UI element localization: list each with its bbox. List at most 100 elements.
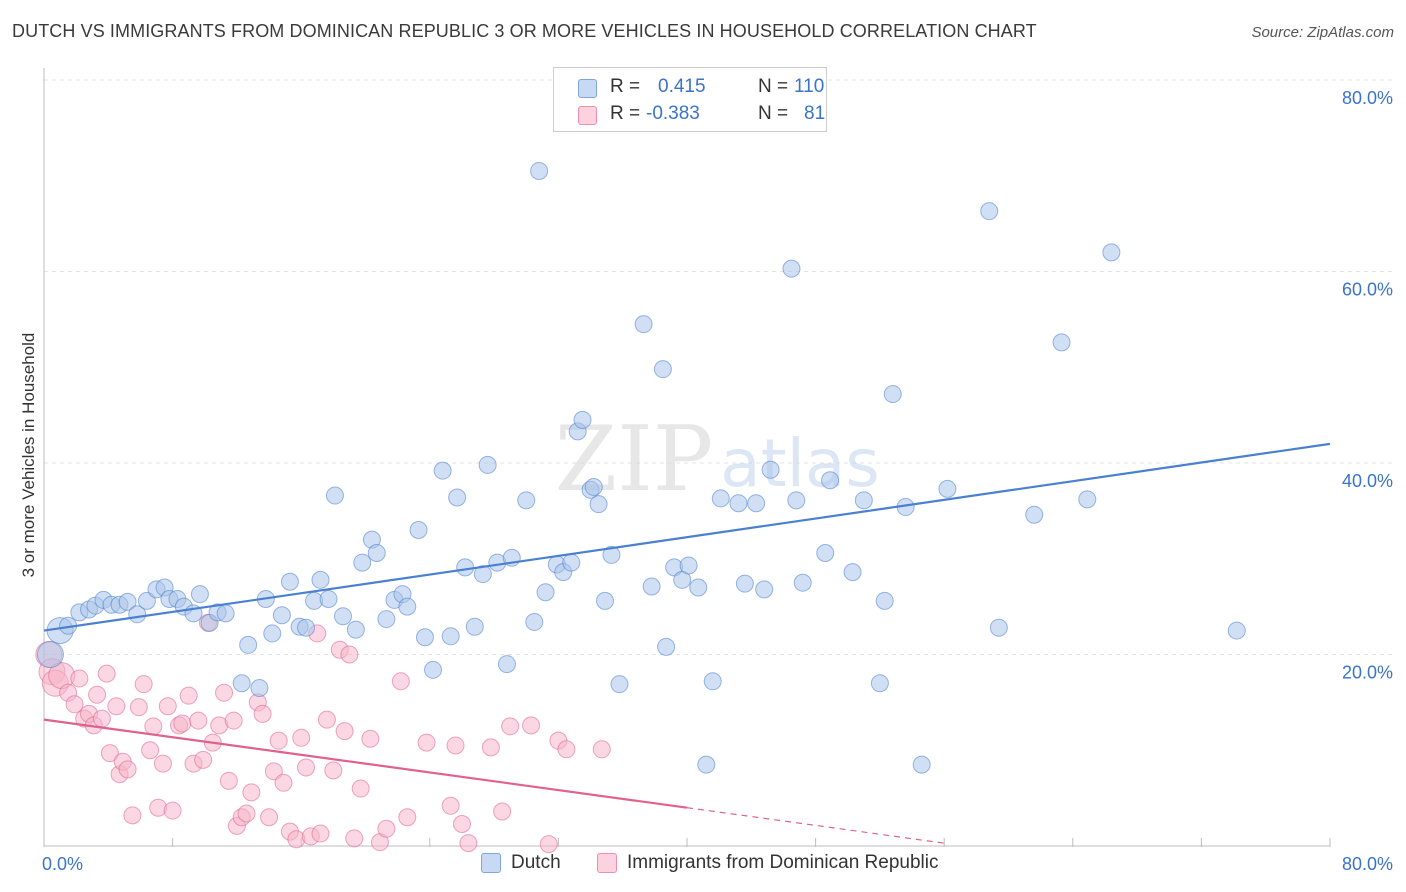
- dutch-point: [634, 315, 653, 334]
- immigrants-point: [297, 758, 316, 777]
- dutch-point: [409, 521, 428, 540]
- legend-n-label: N =: [758, 76, 789, 97]
- dutch-point: [679, 556, 698, 575]
- immigrants-point: [452, 814, 471, 833]
- dutch-point: [497, 655, 516, 674]
- y-axis-label: 3 or more Vehicles in Household: [19, 332, 38, 578]
- dutch-trend-line: [43, 442, 1331, 632]
- immigrants-point: [215, 683, 234, 702]
- legend-n-value: 110: [794, 76, 825, 97]
- dutch-point: [854, 491, 873, 510]
- x-tick-label-max: 80.0%: [1342, 854, 1393, 874]
- immigrants-point: [107, 697, 126, 716]
- immigrants-point: [237, 804, 256, 823]
- dutch-point: [821, 471, 840, 490]
- immigrants-trend-extension: [686, 807, 945, 844]
- stats-legend: R = 0.415 N = 110 R = -0.383 N = 81: [553, 67, 827, 132]
- immigrants-point: [224, 711, 243, 730]
- dutch-point: [980, 202, 999, 221]
- dutch-point: [1078, 490, 1097, 509]
- dutch-point: [938, 479, 957, 498]
- immigrants-point: [269, 731, 288, 750]
- immigrants-point: [97, 664, 116, 683]
- dutch-point: [239, 635, 258, 654]
- dutch-point: [782, 259, 801, 278]
- dutch-point: [596, 591, 615, 610]
- dutch-point: [642, 577, 661, 596]
- dutch-point: [735, 574, 754, 593]
- legend-r-label: R =: [610, 103, 641, 124]
- dutch-point: [1052, 333, 1071, 352]
- immigrants-point: [361, 729, 380, 748]
- dutch-point: [424, 660, 443, 679]
- dutch-point: [280, 572, 299, 591]
- dutch-point: [190, 585, 209, 604]
- dutch-point: [703, 672, 722, 691]
- immigrants-point: [274, 773, 293, 792]
- y-tick-label: 80.0%: [1342, 88, 1393, 108]
- immigrants-point: [539, 835, 558, 854]
- dutch-point: [657, 637, 676, 656]
- dutch-point: [441, 627, 460, 646]
- dutch-point: [377, 610, 396, 629]
- dutch-point: [346, 620, 365, 639]
- immigrants-point: [351, 779, 370, 798]
- tick-labels: 20.0% 40.0% 60.0% 80.0% 0.0% 80.0%: [42, 88, 1393, 874]
- dutch-point: [311, 570, 330, 589]
- dutch-point: [912, 755, 931, 774]
- legend-swatch-dutch: [578, 79, 597, 98]
- dutch-point: [875, 591, 894, 610]
- immigrants-point: [417, 733, 436, 752]
- trend-lines: [43, 442, 1331, 844]
- immigrants-point: [100, 744, 119, 763]
- immigrants-point: [340, 645, 359, 664]
- immigrants-point: [194, 750, 213, 769]
- immigrants-point: [141, 741, 160, 760]
- immigrants-point: [493, 802, 512, 821]
- immigrants-point: [153, 754, 172, 773]
- immigrants-point: [557, 740, 576, 759]
- immigrants-point: [522, 716, 541, 735]
- dutch-point: [747, 494, 766, 513]
- immigrants-point: [391, 672, 410, 691]
- series-immigrants-points: [35, 613, 611, 854]
- legend-n-value: 81: [804, 103, 826, 124]
- bottom-legend-swatch-immigrants: [597, 853, 617, 873]
- immigrants-point: [65, 695, 84, 714]
- dutch-point: [1102, 243, 1121, 262]
- dutch-point: [787, 491, 806, 510]
- immigrants-trend-line: [43, 718, 688, 809]
- dutch-point: [525, 612, 544, 631]
- source-label: Source: ZipAtlas.com: [1251, 24, 1394, 41]
- dutch-point: [610, 675, 629, 694]
- immigrants-point: [134, 675, 153, 694]
- immigrants-point: [163, 801, 182, 820]
- immigrants-point: [123, 806, 142, 825]
- dutch-point: [711, 489, 730, 508]
- immigrants-point: [253, 704, 272, 723]
- dutch-point: [697, 755, 716, 774]
- immigrants-point: [92, 709, 111, 728]
- y-tick-label: 40.0%: [1342, 471, 1393, 491]
- dutch-point: [573, 410, 592, 429]
- immigrants-point: [335, 722, 354, 741]
- immigrants-point: [189, 711, 208, 730]
- immigrants-point: [242, 783, 261, 802]
- immigrants-point: [377, 819, 396, 838]
- dutch-point: [250, 679, 269, 698]
- dutch-point: [761, 460, 780, 479]
- immigrants-point: [317, 710, 336, 729]
- dutch-point: [883, 385, 902, 404]
- dutch-point: [755, 580, 774, 599]
- immigrants-point: [129, 698, 148, 717]
- immigrants-point: [179, 686, 198, 705]
- legend-n-label: N =: [758, 103, 789, 124]
- immigrants-point: [118, 760, 137, 779]
- dutch-point: [517, 491, 536, 510]
- watermark-atlas: atlas: [720, 425, 880, 502]
- x-tick-label-min: 0.0%: [42, 854, 83, 874]
- legend-swatch-immigrants: [578, 106, 597, 125]
- chart-title: DUTCH VS IMMIGRANTS FROM DOMINICAN REPUB…: [12, 21, 1037, 41]
- dutch-point: [989, 618, 1008, 637]
- dutch-point: [602, 545, 621, 564]
